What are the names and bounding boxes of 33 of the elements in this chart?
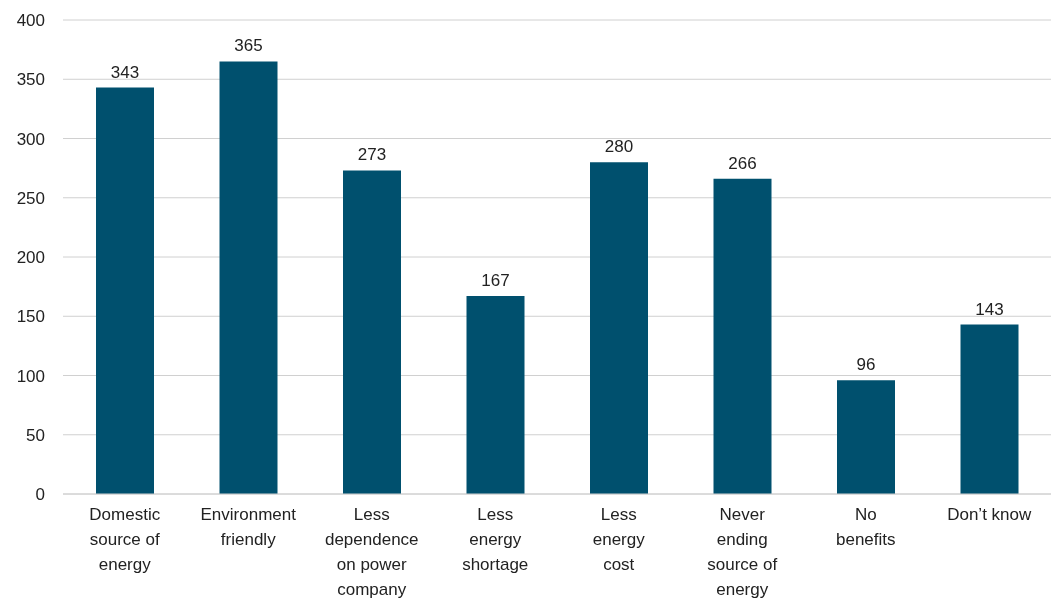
data-label: 266 xyxy=(728,153,757,173)
bar xyxy=(713,178,772,494)
bar xyxy=(960,324,1019,494)
x-tick-label: Never ending source of energy xyxy=(707,505,778,599)
data-label: 273 xyxy=(357,145,387,165)
x-tick-label: Less dependence on power company xyxy=(324,505,419,599)
bar xyxy=(219,61,278,494)
bar xyxy=(837,380,895,494)
x-tick-label: Less energy shortage xyxy=(462,505,529,574)
data-label: 167 xyxy=(481,271,510,291)
y-tick-label: 250 xyxy=(16,188,45,208)
x-tick-label: Environment friendly xyxy=(200,505,297,549)
y-tick-label: 50 xyxy=(26,425,45,445)
bar xyxy=(466,296,525,494)
y-tick-label: 400 xyxy=(16,11,45,31)
y-tick-label: 300 xyxy=(16,129,45,149)
x-tick-label: Domestic source of energy xyxy=(89,505,161,574)
y-tick-label: 200 xyxy=(16,248,45,268)
x-tick-label: No benefits xyxy=(835,505,896,549)
data-label: 280 xyxy=(604,137,634,157)
y-tick-label: 350 xyxy=(16,70,45,90)
bar xyxy=(96,87,154,494)
data-label: 96 xyxy=(856,355,876,375)
x-tick-label: Less energy cost xyxy=(592,505,646,574)
y-tick-label: 150 xyxy=(16,307,45,327)
bar xyxy=(343,170,401,494)
bar xyxy=(590,162,648,494)
y-tick-label: 0 xyxy=(35,485,45,505)
data-label: 365 xyxy=(234,36,263,56)
data-label: 143 xyxy=(975,299,1004,319)
data-label: 343 xyxy=(110,62,140,82)
y-tick-label: 100 xyxy=(16,366,45,386)
x-tick-label: Don’t know xyxy=(947,505,1033,524)
